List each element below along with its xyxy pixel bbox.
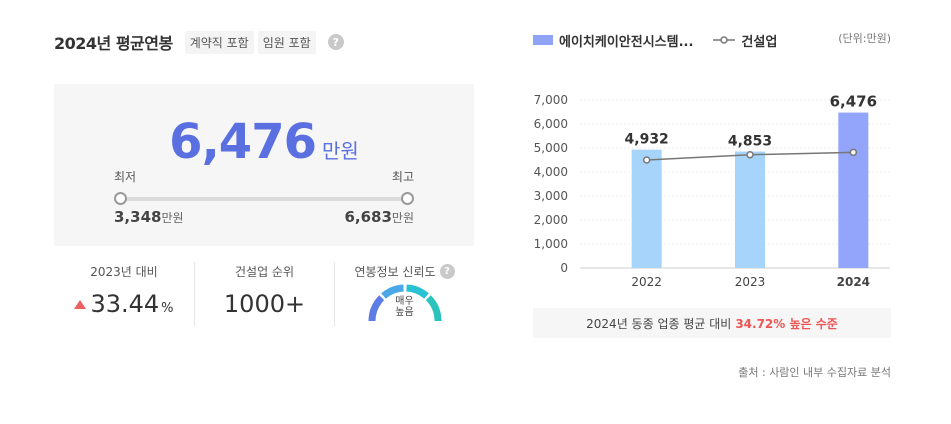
x-tick-label: 2022 xyxy=(631,275,662,289)
up-triangle-icon xyxy=(74,299,87,309)
max-dot xyxy=(401,192,414,205)
industry-comparison: 2024년 동종 업종 평균 대비 34.72% 높은 수준 xyxy=(533,308,891,338)
average-salary-value: 6,476 xyxy=(169,114,317,170)
bar-label: 6,476 xyxy=(830,93,877,111)
stat-rank-value: 1000+ xyxy=(223,290,306,318)
help-icon[interactable]: ? xyxy=(327,34,344,50)
trust-level: 매우 높음 xyxy=(395,296,414,318)
y-tick-label: 0 xyxy=(560,261,568,275)
stat-yoy-label: 2023년 대비 xyxy=(90,264,158,279)
legend-industry-label: 건설업 xyxy=(741,34,778,50)
page-title: 2024년 평균연봉 xyxy=(54,34,173,53)
average-salary: 6,476 만원 xyxy=(54,114,474,170)
stat-trust-label: 연봉정보 신뢰도 xyxy=(354,264,436,279)
stat-trust: 연봉정보 신뢰도 ? 매우 높음 xyxy=(334,262,474,326)
legend-company-label: 에이치케이안전시스템... xyxy=(559,34,694,50)
industry-point xyxy=(642,156,651,164)
y-tick-label: 5,000 xyxy=(534,141,568,155)
stat-rank: 건설업 순위 1000+ xyxy=(194,262,334,326)
data-source: 출처 : 사람인 내부 수집자료 분석 xyxy=(738,366,891,379)
tag-executive-included: 임원 포함 xyxy=(257,30,316,54)
bar-label: 4,932 xyxy=(625,132,669,148)
gauge-icon xyxy=(368,284,441,322)
average-salary-unit: 만원 xyxy=(322,139,359,163)
y-tick-label: 2,000 xyxy=(534,213,568,227)
stat-yoy: 2023년 대비 33.44 % xyxy=(54,262,194,326)
y-tick-label: 6,000 xyxy=(534,117,568,131)
chart-legend: 에이치케이안전시스템... 건설업 xyxy=(533,30,777,50)
y-tick-label: 7,000 xyxy=(534,93,568,107)
y-tick-label: 4,000 xyxy=(534,165,568,179)
comparison-text: 2024년 동종 업종 평균 대비 xyxy=(586,316,732,331)
stat-yoy-value: 33.44 xyxy=(90,290,160,318)
industry-point xyxy=(849,148,858,157)
comparison-highlight: 34.72% 높은 수준 xyxy=(735,316,838,331)
stat-rank-label: 건설업 순위 xyxy=(234,264,294,279)
bar-label: 4,853 xyxy=(728,134,772,150)
salary-summary: 6,476 만원 최저 최고 3,348만원 6,683만원 xyxy=(54,84,474,246)
y-tick-label: 1,000 xyxy=(534,237,568,251)
legend-line-icon xyxy=(713,35,736,45)
stat-yoy-unit: % xyxy=(161,300,174,316)
bar xyxy=(735,151,765,268)
max-value: 6,683만원 xyxy=(344,208,414,226)
y-tick-label: 3,000 xyxy=(534,189,568,203)
trust-help-icon[interactable]: ? xyxy=(439,263,455,279)
salary-range-bar xyxy=(120,197,408,201)
x-tick-label: 2023 xyxy=(735,275,766,289)
salary-header: 2024년 평균연봉 계약직 포함 임원 포함 ? xyxy=(54,30,344,54)
unit-note: (단위:만원) xyxy=(838,32,891,45)
salary-chart: 0 1,000 2,000 3,000 4,000 5,000 6,000 7,000 4,93… xyxy=(534,93,890,289)
bar xyxy=(631,149,662,268)
min-value: 3,348만원 xyxy=(114,208,184,226)
tag-contract-included: 계약직 포함 xyxy=(184,30,254,54)
max-label: 최고 xyxy=(391,170,414,184)
x-tick-label: 2024 xyxy=(837,275,870,289)
industry-point xyxy=(746,150,754,159)
legend-company-swatch xyxy=(533,35,553,45)
min-label: 최저 xyxy=(114,170,137,184)
trust-gauge: 매우 높음 xyxy=(368,284,442,322)
min-dot xyxy=(114,192,127,205)
bar xyxy=(838,112,869,268)
